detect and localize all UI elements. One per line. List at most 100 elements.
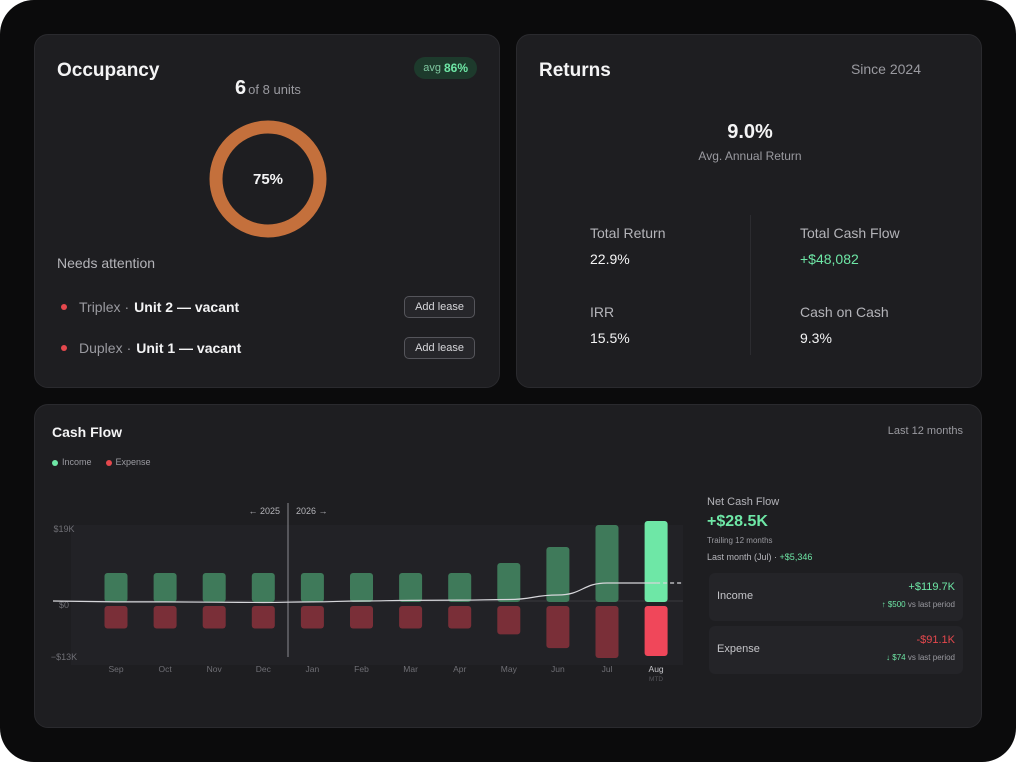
returns-title: Returns [539,60,611,81]
income-delta: ↑ $500 vs last period [882,600,955,609]
expense-bar [350,606,373,629]
income-value: +$119.7K [908,581,955,593]
cash-flow-card: Cash Flow Last 12 months Income Expense … [34,404,982,728]
metric-label: Total Return [590,225,666,241]
income-bar [350,573,373,602]
y-tick-label: $0 [59,600,69,610]
x-tick-label: Feb [354,664,369,674]
arrow-down-icon: ↓ [886,653,891,662]
income-delta-suffix: vs last period [907,600,955,609]
chart-legend: Income Expense [52,457,151,467]
legend-expense[interactable]: Expense [105,457,151,467]
expense-delta-value: $74 [892,653,906,662]
unit-status: Unit 2 — vacant [134,299,240,315]
expense-value: -$91.1K [916,634,955,646]
returns-card: Returns Since 2024 9.0% Avg. Annual Retu… [516,34,982,388]
add-lease-button[interactable]: Add lease [404,296,475,318]
net-cash-flow-line [52,582,657,604]
x-tick-label: Jul [602,664,613,674]
avg-annual-return-label: Avg. Annual Return [698,149,802,163]
avg-occupancy-badge: avg 86% [414,57,477,79]
cash-flow-title: Cash Flow [52,424,123,440]
attention-item: Triplex · Unit 2 — vacant Add lease [57,295,475,319]
property-name: Triplex [79,299,121,315]
expense-swatch-icon [105,459,112,466]
x-tick-label: Apr [453,664,466,674]
metric-label: IRR [590,304,615,320]
income-bar [251,573,275,602]
x-tick-label: Dec [256,664,272,674]
income-bar [497,563,521,602]
metric-cash-on-cash: Cash on Cash 9.3% [800,304,889,346]
occupancy-title: Occupancy [57,60,160,81]
income-delta-value: $500 [887,600,906,609]
range-selector[interactable]: Last 12 months [887,425,963,437]
expense-bar [546,606,570,649]
occupancy-card: Occupancy avg 86% 6 of 8 units 75% Needs … [34,34,500,388]
x-tick-label: May [501,664,518,674]
metric-label: Cash on Cash [800,304,889,320]
attention-item: Duplex · Unit 1 — vacant Add lease [57,336,475,360]
last-month-label: Last month (Jul) · [707,552,778,562]
income-bar [644,521,668,602]
last-month-summary: Last month (Jul) · +$5,346 [707,552,812,562]
income-label: Income [717,590,754,602]
income-bar [448,573,472,602]
expense-bar [399,606,423,629]
year-right-label: 2026 → [296,506,328,516]
metric-total-cash-flow: Total Cash Flow +$48,082 [800,225,900,267]
expense-bar [644,606,668,656]
expense-label: Expense [717,643,760,655]
metric-value: +$48,082 [800,251,859,267]
y-tick-label: −$13K [51,652,77,662]
alert-dot-icon [61,345,67,351]
unit-status: Unit 1 — vacant [136,340,242,356]
legend-expense-label: Expense [115,457,151,467]
y-tick-label: $19K [53,524,74,534]
occupancy-percent: 75% [252,170,284,188]
add-lease-button[interactable]: Add lease [404,337,475,359]
units-summary: 6 of 8 units [35,77,501,100]
income-bar [546,547,570,602]
units-text: of 8 units [248,82,301,97]
expense-bar [104,606,128,629]
expense-bar [448,606,472,629]
x-tick-label: Oct [158,664,172,674]
net-cash-flow-label: Net Cash Flow [707,496,780,508]
expense-delta: ↓ $74 vs last period [886,653,955,662]
x-tick-label: Aug [649,664,664,674]
arrow-up-icon: ↑ [881,600,886,609]
property-name: Duplex [79,340,123,356]
expense-bar [300,606,324,629]
income-swatch-icon [52,459,58,466]
metric-value: 9.3% [800,330,832,346]
metric-irr: IRR 15.5% [590,304,630,346]
legend-income-label: Income [62,457,92,467]
expense-bar [251,606,275,629]
income-bar [300,573,324,602]
units-count: 6 [235,77,247,99]
avg-annual-return-value: 9.0% [727,121,773,143]
mtd-label: MTD [649,676,663,683]
expense-bar [595,606,619,658]
metrics-divider [750,215,751,355]
expense-summary-box: Expense -$91.1K ↓ $74 vs last period [709,626,963,674]
metric-value: 15.5% [590,330,630,346]
x-tick-label: Jan [306,664,320,674]
avg-value: 86% [443,61,468,75]
metric-label: Total Cash Flow [800,225,900,241]
metric-value: 22.9% [590,251,630,267]
expense-delta-suffix: vs last period [907,653,955,662]
expense-bar [153,606,177,629]
x-tick-label: Sep [108,664,123,674]
since-label: Since 2024 [850,61,921,77]
occupancy-donut [209,120,327,238]
income-bar [104,573,128,602]
net-cash-flow-value: +$28.5K [707,513,768,530]
needs-attention-title: Needs attention [57,255,156,271]
x-tick-label: Nov [207,664,223,674]
income-bar [153,573,177,602]
income-summary-box: Income +$119.7K ↑ $500 vs last period [709,573,963,621]
legend-income[interactable]: Income [52,457,92,467]
